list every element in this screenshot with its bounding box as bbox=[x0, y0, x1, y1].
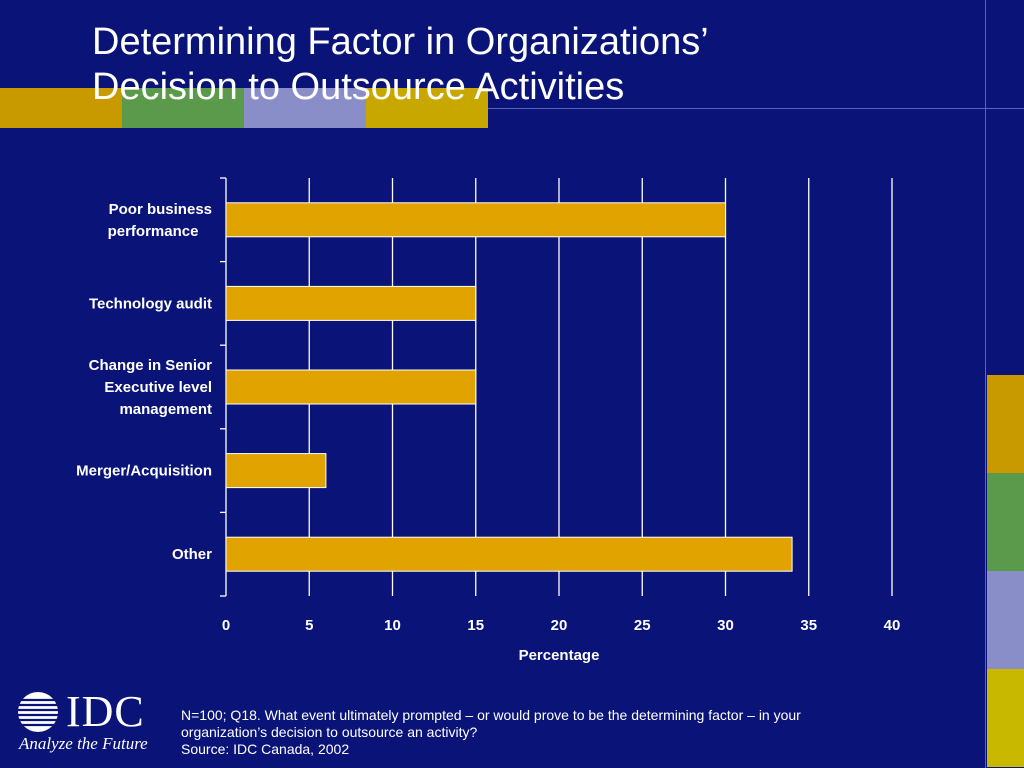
footnote-line-3: Source: IDC Canada, 2002 bbox=[181, 741, 350, 757]
x-tick-label: 0 bbox=[222, 617, 230, 634]
x-tick-label: 25 bbox=[634, 617, 651, 634]
x-tick-label: 10 bbox=[384, 617, 401, 634]
idc-logo-text: IDC bbox=[66, 687, 145, 736]
category-label: Poor business bbox=[109, 201, 212, 218]
footnote: N=100; Q18. What event ultimately prompt… bbox=[181, 707, 901, 758]
category-label: Merger/Acquisition bbox=[76, 463, 212, 480]
x-tick-label: 15 bbox=[467, 617, 484, 634]
logo-tagline: Analyze the Future bbox=[19, 734, 148, 753]
decor-strip-top bbox=[0, 88, 500, 128]
decor-strip-right bbox=[987, 375, 1024, 768]
x-tick-label: 35 bbox=[800, 617, 817, 634]
footnote-line-1: N=100; Q18. What event ultimately prompt… bbox=[181, 707, 801, 723]
x-axis-title: Percentage bbox=[519, 647, 600, 664]
bar bbox=[225, 536, 793, 572]
bar bbox=[225, 453, 327, 489]
x-tick-label: 20 bbox=[551, 617, 568, 634]
footnote-line-2: organization’s decision to outsource an … bbox=[181, 724, 478, 740]
x-tick-label: 30 bbox=[717, 617, 734, 634]
category-label: Executive level bbox=[104, 379, 212, 396]
title-line-1: Determining Factor in Organizations’ bbox=[92, 21, 709, 63]
header-rule bbox=[0, 108, 1024, 109]
category-label: Change in Senior bbox=[89, 357, 213, 374]
bar bbox=[225, 285, 477, 321]
right-rule bbox=[985, 0, 986, 768]
x-tick-label: 40 bbox=[884, 617, 901, 634]
category-label: management bbox=[119, 401, 212, 418]
bar bbox=[225, 202, 726, 238]
bar-chart: Poor business performance Technology audit… bbox=[76, 177, 901, 664]
x-tick-label: 5 bbox=[305, 617, 313, 634]
category-label: Other bbox=[172, 546, 212, 563]
slide-title: Determining Factor in Organizations’ Dec… bbox=[92, 20, 972, 110]
globe-icon bbox=[18, 692, 58, 732]
title-line-2: Decision to Outsource Activities bbox=[92, 66, 625, 108]
bar bbox=[225, 369, 477, 405]
category-label: Technology audit bbox=[89, 295, 212, 312]
category-label: performance bbox=[108, 223, 199, 240]
